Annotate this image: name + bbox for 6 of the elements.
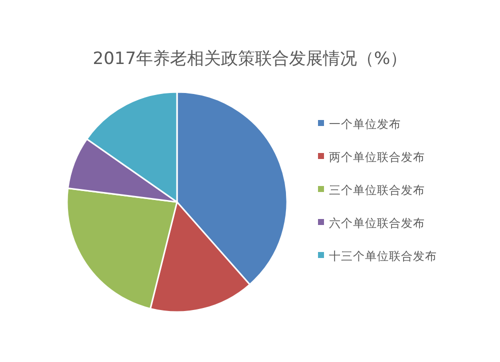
legend-label: 两个单位联合发布: [329, 150, 425, 164]
legend-label: 三个单位联合发布: [329, 183, 425, 197]
legend-label: 十三个单位联合发布: [329, 249, 437, 263]
chart-title: 2017年养老相关政策联合发展情况（%）: [92, 49, 408, 69]
legend-label: 一个单位发布: [329, 117, 401, 131]
legend-label: 六个单位联合发布: [329, 216, 425, 230]
